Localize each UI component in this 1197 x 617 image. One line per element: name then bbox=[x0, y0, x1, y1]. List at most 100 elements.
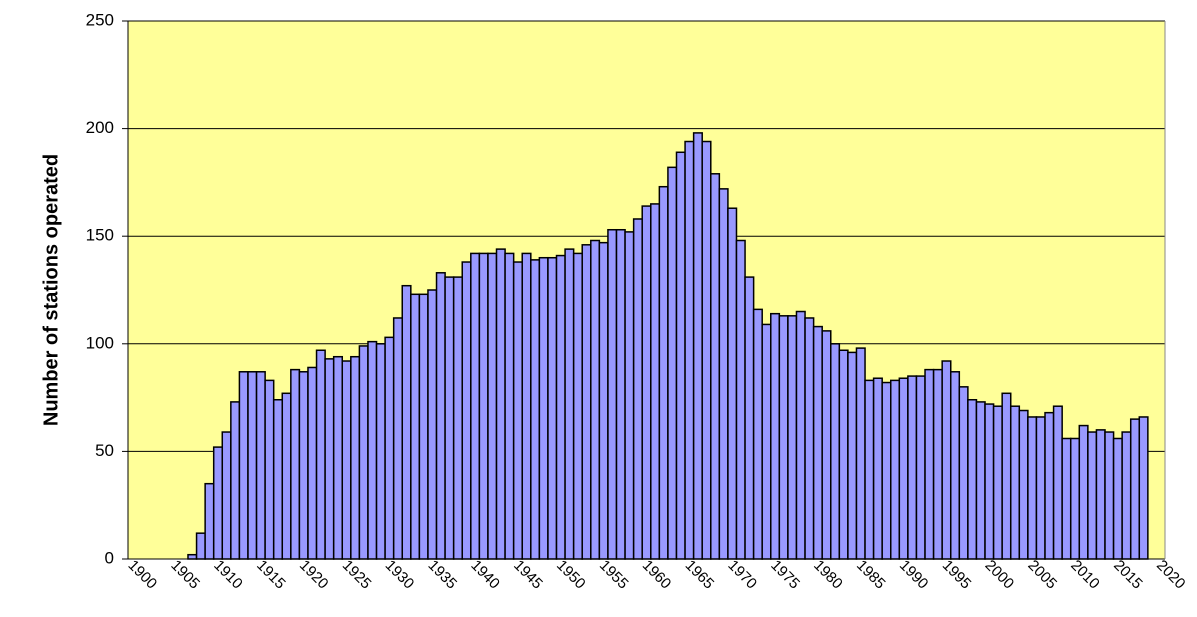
bar bbox=[504, 252, 515, 560]
bar bbox=[607, 228, 618, 560]
bar bbox=[992, 405, 1003, 560]
bar bbox=[795, 310, 806, 560]
bar bbox=[461, 261, 472, 560]
x-tick-label: 1960 bbox=[639, 557, 675, 593]
bar bbox=[272, 399, 284, 560]
bar bbox=[710, 173, 721, 560]
bar bbox=[1087, 431, 1098, 560]
bar bbox=[701, 140, 712, 560]
bar bbox=[230, 401, 241, 560]
x-tick-label: 2020 bbox=[1153, 557, 1189, 593]
bar bbox=[598, 241, 609, 560]
bar bbox=[590, 239, 601, 560]
y-tick-label: 100 bbox=[86, 333, 114, 352]
bar bbox=[1069, 437, 1081, 560]
x-tick-label: 1905 bbox=[167, 557, 203, 593]
bar bbox=[427, 289, 438, 560]
bar bbox=[1061, 437, 1072, 560]
bar bbox=[658, 185, 669, 560]
bar bbox=[187, 553, 198, 560]
bar bbox=[641, 205, 652, 560]
bar bbox=[941, 360, 952, 560]
bar bbox=[392, 317, 403, 560]
bar bbox=[744, 276, 755, 560]
bar bbox=[624, 231, 635, 560]
x-tick-label: 1930 bbox=[382, 557, 418, 593]
x-tick-label: 1910 bbox=[210, 557, 246, 593]
bar bbox=[890, 379, 901, 560]
bar bbox=[864, 379, 875, 560]
bar bbox=[401, 284, 412, 560]
x-tick-label: 1995 bbox=[939, 557, 975, 593]
bar bbox=[247, 371, 258, 560]
bar bbox=[1009, 405, 1021, 560]
bar bbox=[350, 355, 361, 560]
bar bbox=[324, 358, 335, 560]
bar bbox=[238, 371, 249, 560]
bar bbox=[1052, 405, 1063, 560]
bar bbox=[1035, 416, 1046, 560]
x-tick-label: 2010 bbox=[1067, 557, 1103, 593]
x-tick-label: 1915 bbox=[253, 557, 289, 593]
bar bbox=[495, 248, 506, 560]
x-tick-label: 1970 bbox=[724, 557, 760, 593]
bar bbox=[530, 259, 541, 560]
bar bbox=[907, 375, 918, 560]
bar bbox=[915, 375, 926, 560]
bar bbox=[855, 347, 866, 560]
bar bbox=[1138, 416, 1149, 560]
bar bbox=[1027, 416, 1038, 560]
bar bbox=[281, 392, 292, 560]
x-tick-label: 1980 bbox=[810, 557, 846, 593]
x-tick-label: 1965 bbox=[682, 557, 718, 593]
x-tick-label: 1990 bbox=[896, 557, 932, 593]
x-tick-label: 1945 bbox=[510, 557, 546, 593]
x-tick-label: 1950 bbox=[553, 557, 589, 593]
bar bbox=[692, 132, 703, 560]
bar bbox=[444, 276, 455, 560]
bar bbox=[975, 401, 986, 560]
bar bbox=[538, 256, 549, 560]
y-tick-label: 50 bbox=[95, 441, 114, 460]
bar bbox=[255, 371, 266, 560]
bar bbox=[470, 252, 481, 560]
bar bbox=[847, 351, 858, 560]
bar bbox=[872, 377, 883, 560]
y-tick-label: 250 bbox=[86, 10, 114, 29]
bar bbox=[615, 228, 626, 560]
bar bbox=[1095, 429, 1106, 560]
bar bbox=[1078, 424, 1089, 560]
bar bbox=[752, 308, 763, 560]
bar bbox=[547, 256, 558, 560]
bar bbox=[812, 325, 823, 560]
x-tick-label: 1985 bbox=[853, 557, 889, 593]
bar bbox=[410, 293, 421, 560]
bar bbox=[718, 188, 729, 560]
bar bbox=[435, 272, 446, 560]
bar bbox=[204, 482, 215, 560]
bar bbox=[727, 207, 738, 560]
y-tick-label: 200 bbox=[86, 118, 114, 137]
bar bbox=[384, 336, 395, 560]
x-tick-label: 1900 bbox=[125, 557, 161, 593]
bar bbox=[307, 366, 318, 560]
x-tick-label: 2000 bbox=[982, 557, 1018, 593]
x-tick-label: 1955 bbox=[596, 557, 632, 593]
bar bbox=[1121, 431, 1132, 560]
bar bbox=[684, 140, 695, 560]
bar bbox=[487, 252, 498, 560]
bar bbox=[838, 349, 849, 560]
bar bbox=[452, 276, 463, 560]
bar bbox=[290, 368, 301, 560]
x-tick-label: 2005 bbox=[1024, 557, 1060, 593]
bar bbox=[949, 371, 961, 560]
bar bbox=[512, 261, 523, 560]
bar bbox=[418, 293, 429, 560]
bar bbox=[367, 340, 378, 560]
bar bbox=[675, 151, 686, 560]
bar bbox=[315, 349, 326, 560]
bar bbox=[264, 379, 275, 560]
bar bbox=[770, 312, 781, 560]
bar bbox=[375, 343, 386, 560]
